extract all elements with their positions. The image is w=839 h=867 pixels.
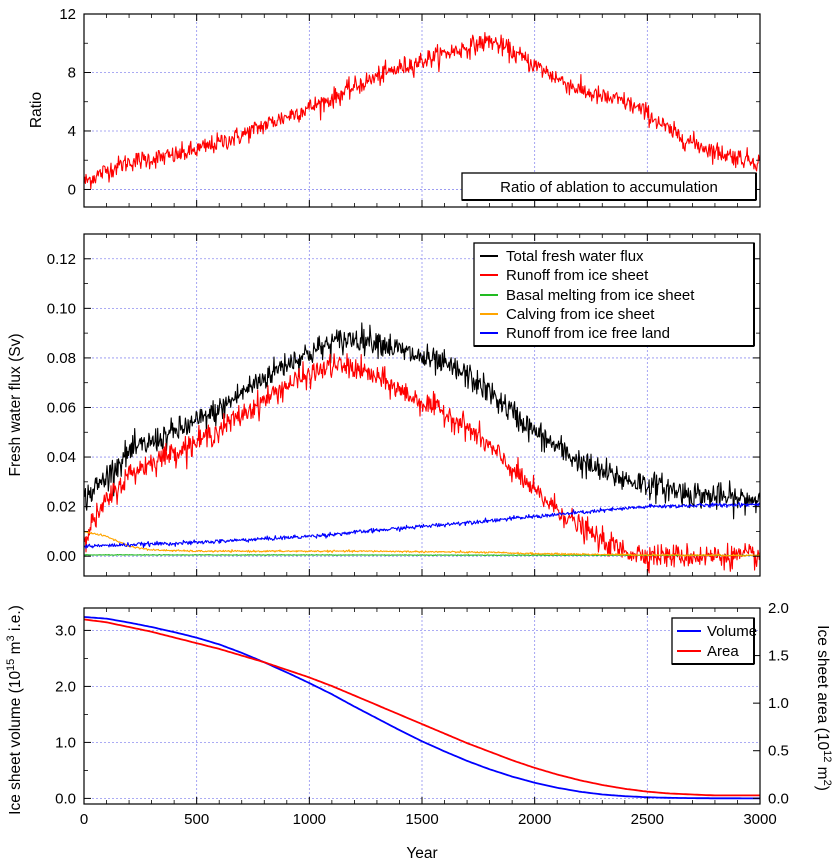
x-tick-label: 500 — [184, 811, 209, 828]
series-line-area — [83, 618, 760, 797]
ratio-ticks: 0 4 8 12 — [59, 6, 761, 207]
y-tick-label: 12 — [59, 6, 76, 23]
flux-legend-label-total: Total fresh water flux — [506, 248, 644, 265]
y-tick-label: 0.12 — [47, 251, 76, 268]
series-line-total-fresh-water-flux — [83, 322, 761, 520]
flux-y-axis-title: Fresh water flux (Sv) — [7, 334, 24, 477]
y-tick-label: 0.10 — [47, 300, 76, 317]
flux-legend-item-runoff-land: Runoff from ice free land — [480, 325, 670, 342]
x-tick-label: 2500 — [631, 811, 664, 828]
y-tick-label: 4 — [68, 123, 76, 140]
series-line-ratio-of-ablation-to-accumulation — [83, 32, 761, 190]
y2-tick-label: 1.5 — [768, 648, 789, 665]
ratio-legend-label: Ratio of ablation to accumulation — [500, 179, 718, 196]
y-tick-label: 2.0 — [55, 678, 76, 695]
x-tick-label: 1000 — [293, 811, 326, 828]
volume-legend-item-area: Area — [677, 643, 739, 660]
y-tick-label: 1.0 — [55, 734, 76, 751]
series-line-calving-from-ice-sheet — [83, 530, 761, 558]
y-tick-label: 0.02 — [47, 499, 76, 516]
flux-legend-label-calving: Calving from ice sheet — [506, 306, 655, 323]
ratio-panel: 0 4 8 12 Ratio Ratio of ablation to accumul… — [28, 6, 761, 208]
series-line-runoff-from-ice-sheet — [83, 353, 761, 574]
volume-legend-label-area: Area — [707, 643, 739, 660]
y-tick-label: 0 — [68, 181, 76, 198]
y2-tick-label: 1.0 — [768, 695, 789, 712]
y-tick-label: 3.0 — [55, 622, 76, 639]
flux-legend-label-basal: Basal melting from ice sheet — [506, 287, 695, 304]
x-tick-label: 0 — [80, 811, 88, 828]
volume-legend-label-volume: Volume — [707, 623, 757, 640]
volume-area-panel: 0 500 1000 1500 2000 2500 3000 0.0 1.0 2.0 3.0 0.0 0… — [5, 600, 833, 862]
y2-tick-label: 2.0 — [768, 600, 789, 617]
y-tick-label: 0.04 — [47, 449, 76, 466]
flux-legend-label-runoff-ice-sheet: Runoff from ice sheet — [506, 267, 649, 284]
x-tick-label: 2000 — [518, 811, 551, 828]
flux-ticks: 0.00 0.02 0.04 0.06 0.08 0.10 0.12 — [47, 234, 761, 576]
y2-tick-label: 0.5 — [768, 743, 789, 760]
volume-ticks: 0 500 1000 1500 2000 2500 3000 0.0 1.0 2.0 3.0 0.0 0… — [55, 600, 789, 828]
flux-legend-label-runoff-land: Runoff from ice free land — [506, 325, 670, 342]
volume-legend: Volume Area — [671, 617, 757, 665]
flux-panel: 0.00 0.02 0.04 0.06 0.08 0.10 0.12 Fresh water… — [7, 233, 761, 577]
flux-series — [83, 322, 761, 574]
ratio-grid — [84, 14, 760, 207]
volume-y-axis-title: Ice sheet volume (1015 m3 i.e.) — [5, 605, 24, 815]
volume-legend-item-volume: Volume — [677, 623, 757, 640]
x-axis-title: Year — [406, 845, 437, 862]
ratio-legend: Ratio of ablation to accumulation — [461, 172, 757, 201]
flux-legend-item-total: Total fresh water flux — [480, 248, 644, 265]
y-tick-label: 0.08 — [47, 350, 76, 367]
y-tick-label: 0.0 — [55, 790, 76, 807]
y-tick-label: 0.00 — [47, 548, 76, 565]
area-y2-axis-title: Ice sheet area (1012 m2) — [814, 625, 833, 791]
flux-legend-item-runoff-ice-sheet: Runoff from ice sheet — [480, 267, 649, 284]
flux-legend: Total fresh water flux Runoff from ice s… — [473, 242, 755, 347]
y2-tick-label: 0.0 — [768, 790, 789, 807]
y-tick-label: 8 — [68, 64, 76, 81]
ratio-y-axis-title: Ratio — [28, 92, 45, 128]
ratio-series — [83, 32, 761, 190]
flux-legend-item-basal: Basal melting from ice sheet — [480, 287, 695, 304]
x-tick-label: 1500 — [405, 811, 438, 828]
flux-legend-item-calving: Calving from ice sheet — [480, 306, 655, 323]
series-line-runoff-from-ice-free-land — [83, 502, 761, 549]
y-tick-label: 0.06 — [47, 399, 76, 416]
x-tick-label: 3000 — [743, 811, 776, 828]
